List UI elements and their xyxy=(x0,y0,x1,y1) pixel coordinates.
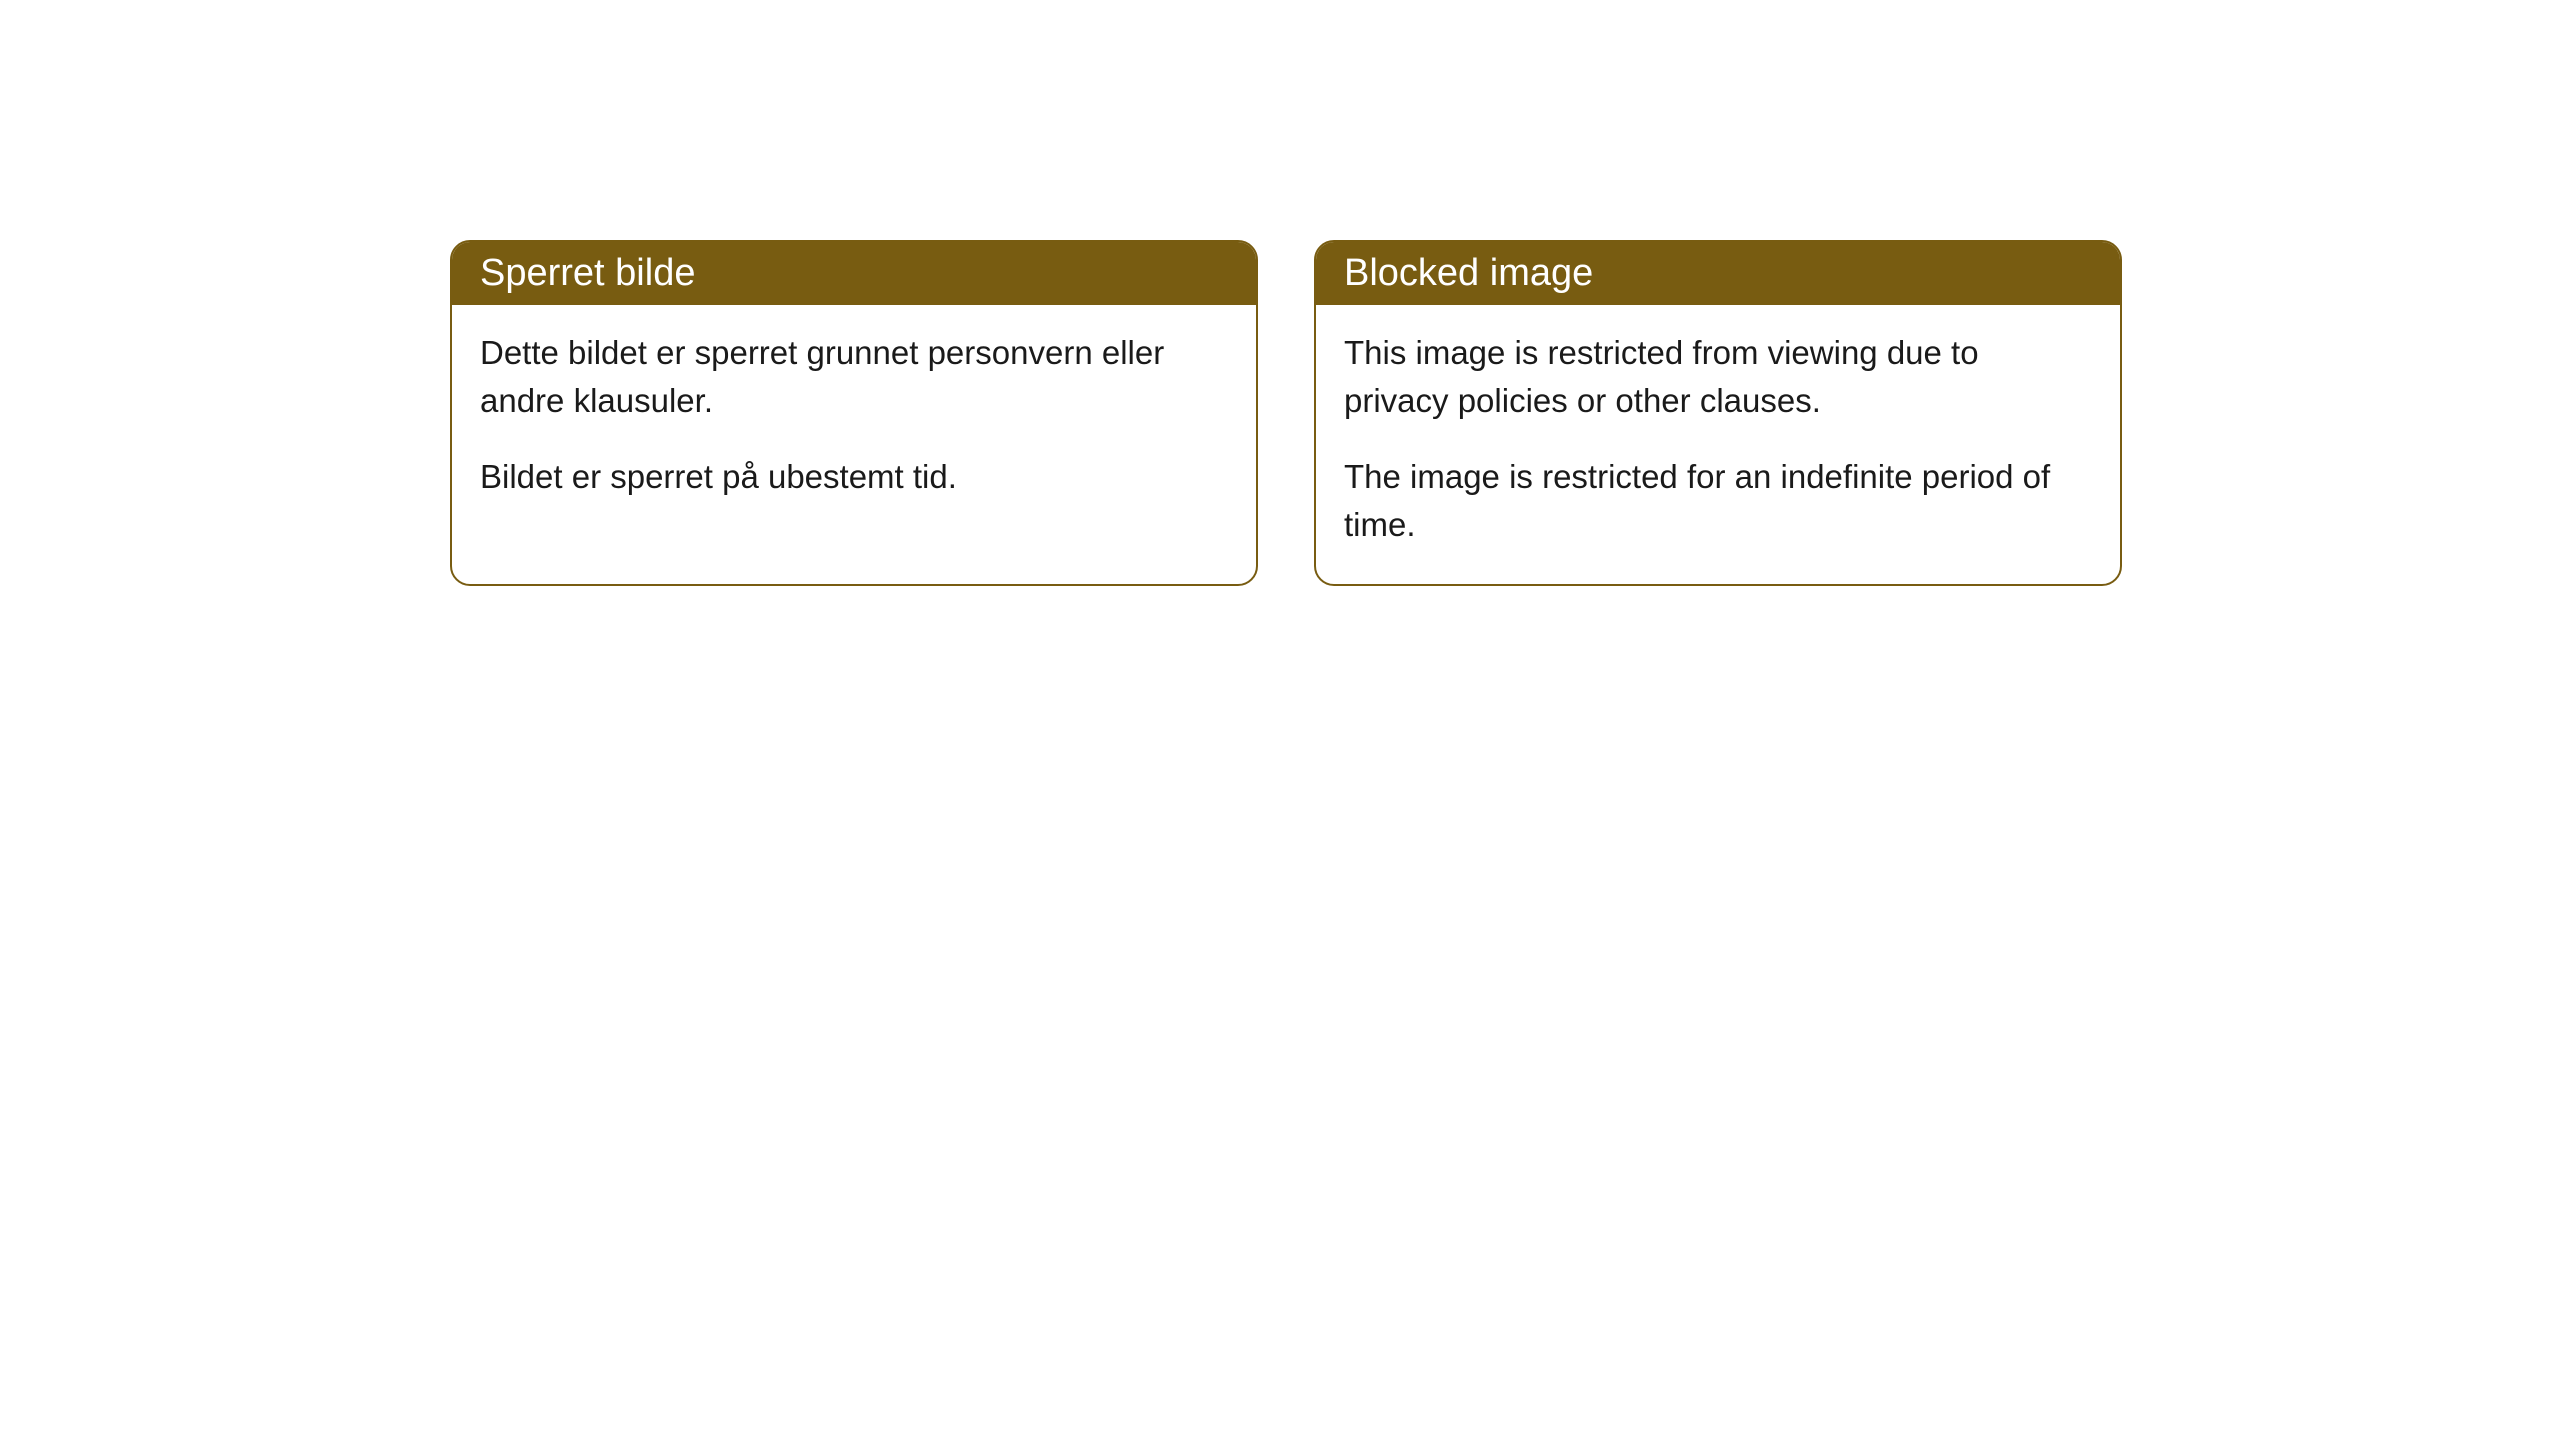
panel-body: This image is restricted from viewing du… xyxy=(1316,305,2120,584)
panel-body: Dette bildet er sperret grunnet personve… xyxy=(452,305,1256,537)
panel-title: Blocked image xyxy=(1344,252,1593,294)
panel-paragraph: This image is restricted from viewing du… xyxy=(1344,329,2092,425)
notice-panels-container: Sperret bilde Dette bildet er sperret gr… xyxy=(450,240,2560,586)
notice-panel-norwegian: Sperret bilde Dette bildet er sperret gr… xyxy=(450,240,1258,586)
panel-paragraph: Bildet er sperret på ubestemt tid. xyxy=(480,453,1228,501)
panel-header: Blocked image xyxy=(1316,242,2120,305)
panel-title: Sperret bilde xyxy=(480,252,695,294)
notice-panel-english: Blocked image This image is restricted f… xyxy=(1314,240,2122,586)
panel-paragraph: The image is restricted for an indefinit… xyxy=(1344,453,2092,549)
panel-header: Sperret bilde xyxy=(452,242,1256,305)
panel-paragraph: Dette bildet er sperret grunnet personve… xyxy=(480,329,1228,425)
